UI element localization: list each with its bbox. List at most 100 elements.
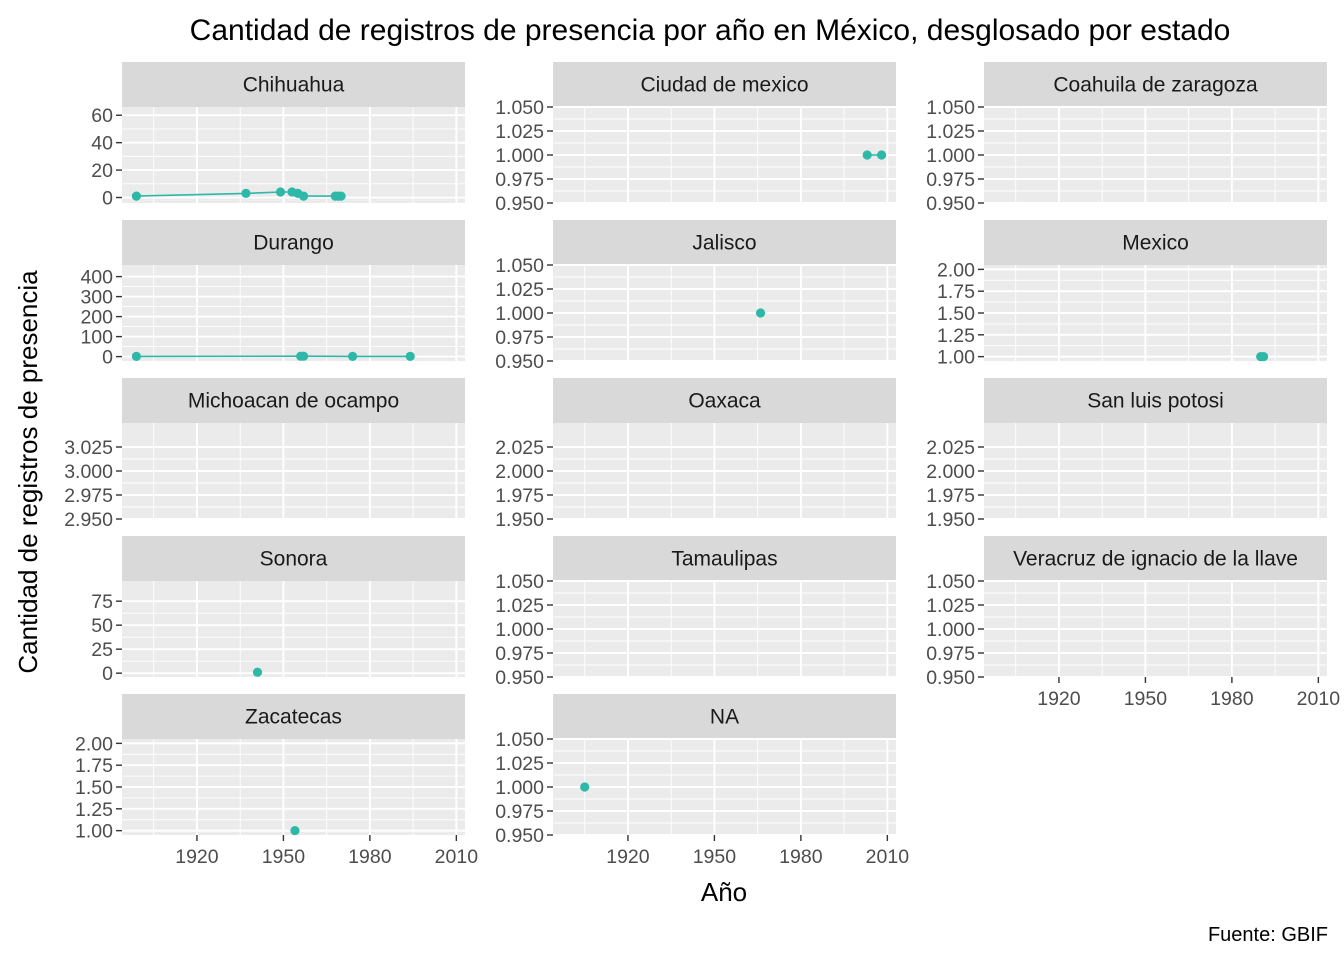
y-tick-label: 0.975 [926,643,975,665]
facet-strip-label: Michoacan de ocampo [188,390,399,413]
y-tick-label: 300 [80,287,113,309]
y-tick-label: 1.025 [495,753,544,775]
y-tick-label: 1.75 [75,755,113,777]
y-tick-label: 1.950 [926,509,975,531]
y-tick-label: 0.950 [495,351,544,373]
data-point [336,191,346,201]
facet-strip [984,220,1327,265]
y-tick-label: 0 [102,347,113,369]
facet-strip-label: Oaxaca [688,390,761,413]
y-tick-label: 1.050 [495,571,544,593]
x-tick-label: 1980 [779,846,823,868]
data-point [252,667,263,677]
y-tick-label: 1.025 [495,121,544,143]
data-point [876,150,887,160]
panel-background [122,265,465,361]
x-tick-label: 2010 [1297,688,1341,710]
y-tick-label: 1.000 [495,303,544,325]
y-tick-label: 0.950 [926,667,975,689]
y-tick-label: 1.000 [495,777,544,799]
facet-strip [122,378,465,423]
y-tick-label: 2.975 [64,485,113,507]
data-point [298,351,309,361]
facet-panel-ciudad-de-mexico: Ciudad de mexico 0.9500.9751.0001.0251.05… [495,62,896,215]
x-tick-label: 2010 [866,846,910,868]
facet-strip [122,536,465,581]
y-tick-label: 1.025 [926,121,975,143]
y-tick-label: 1.75 [937,281,975,303]
facet-panel-veracruz-de-ignacio-de-la-llave: Veracruz de ignacio de la llave 0.9500.97… [926,536,1340,710]
y-tick-label: 1.00 [937,347,975,369]
facet-strip-label: Coahuila de zaragoza [1053,74,1258,97]
facet-strip [553,694,896,739]
facet-strip-label: Durango [253,232,334,255]
facet-strip-label: Tamaulipas [671,548,777,571]
facet-strip [122,694,465,739]
data-point [298,191,309,201]
y-tick-label: 1.050 [926,97,975,119]
data-point [275,187,286,197]
y-tick-label: 0.975 [495,169,544,191]
y-tick-label: 2.00 [937,259,975,281]
data-point [131,191,142,201]
panel-background [122,107,465,203]
data-point [347,351,358,361]
x-tick-label: 1950 [693,846,737,868]
facet-strip [122,220,465,265]
y-tick-label: 0.975 [495,643,544,665]
y-tick-label: 0.950 [495,825,544,847]
y-tick-label: 1.25 [937,325,975,347]
facet-strip-label: Sonora [260,548,328,571]
facet-strip-label: San luis potosi [1087,390,1224,413]
facet-strip [984,62,1327,107]
y-tick-label: 2.000 [495,461,544,483]
y-tick-label: 25 [91,639,113,661]
data-point [290,826,300,836]
y-tick-label: 0.950 [495,193,544,215]
y-tick-label: 20 [91,160,113,182]
data-point [405,351,415,361]
facet-strip-label: Jalisco [692,232,756,255]
facet-strip-label: NA [710,706,739,729]
y-tick-label: 1.000 [495,619,544,641]
y-tick-label: 0 [102,663,113,685]
y-tick-label: 1.50 [75,777,113,799]
data-point [131,351,142,361]
y-tick-label: 2.00 [75,733,113,755]
facet-panel-chihuahua: Chihuahua 0 20 40 60 [91,62,465,210]
y-tick-label: 50 [91,615,113,637]
y-tick-label: 1.975 [495,485,544,507]
data-point [241,188,251,198]
y-tick-label: 2.025 [926,437,975,459]
data-point [580,782,590,792]
facet-strip-label: Mexico [1122,232,1189,255]
y-tick-label: 1.950 [495,509,544,531]
x-tick-label: 1950 [1124,688,1168,710]
data-point [755,308,766,318]
y-tick-label: 1.000 [495,145,544,167]
y-tick-label: 1.050 [495,97,544,119]
facet-strip [553,378,896,423]
y-tick-label: 2.025 [495,437,544,459]
y-tick-label: 400 [80,267,113,289]
y-tick-label: 1.25 [75,799,113,821]
facet-strip [984,536,1327,581]
x-tick-label: 1980 [348,846,392,868]
chart-caption: Fuente: GBIF [1208,924,1328,946]
y-tick-label: 2.000 [926,461,975,483]
y-tick-label: 0.975 [495,801,544,823]
data-point [862,150,872,160]
facet-panel-mexico: Mexico 1.001.251.501.752.00 [937,220,1327,369]
facet-strip [553,62,896,107]
facet-panel-coahuila-de-zaragoza: Coahuila de zaragoza 0.9500.9751.0001.025… [926,62,1327,215]
facet-strip-label: Zacatecas [245,706,342,729]
y-tick-label: 0 [102,188,113,210]
